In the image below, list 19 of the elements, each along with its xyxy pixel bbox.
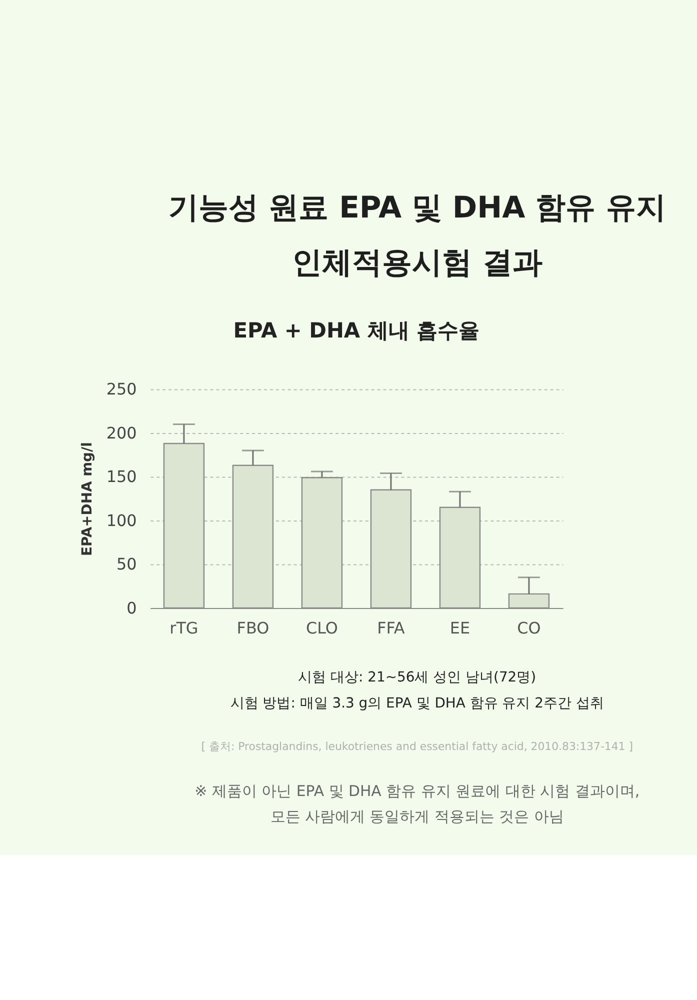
x-tick-label: CO [517, 618, 541, 638]
y-tick-label: 200 [106, 423, 137, 442]
y-tick-label: 100 [106, 510, 137, 530]
y-tick-label: 0 [126, 598, 137, 618]
y-tick-label: 250 [106, 380, 137, 399]
text: [ 출처: Prostaglandins, leukotrienes and essential fatty acid, 2010.83:137-141 ] [201, 740, 633, 754]
text: 시험 방법: 매일 3.3 g의 EPA 및 DHA 함유 유지 2주간 섭취 [230, 695, 604, 712]
x-tick-label: FFA [377, 618, 405, 638]
chart-subtitle: EPA + DHA 체내 흡수율 [233, 318, 480, 343]
text: ※ 제품이 아닌 EPA 및 DHA 함유 유지 원료에 대한 시험 결과이며, 모든 사람에게 동일하게 적용되는 것은 아님 [194, 782, 640, 826]
x-tick-label: CLO [306, 618, 338, 638]
chart-title: 기능성 원료 EPA 및 DHA 함유 유지 인체적용시험 결과 [168, 190, 666, 280]
y-tick-label: 50 [116, 554, 137, 574]
text: 시험 대상: 21~56세 성인 남녀(72명) [298, 670, 536, 686]
x-tick-label: rTG [170, 618, 198, 638]
y-axis-title: EPA+DHA mg/l [79, 442, 96, 556]
x-tick-label: EE [450, 618, 470, 638]
x-tick-label: FBO [236, 618, 270, 638]
y-tick-label: 150 [106, 467, 137, 486]
